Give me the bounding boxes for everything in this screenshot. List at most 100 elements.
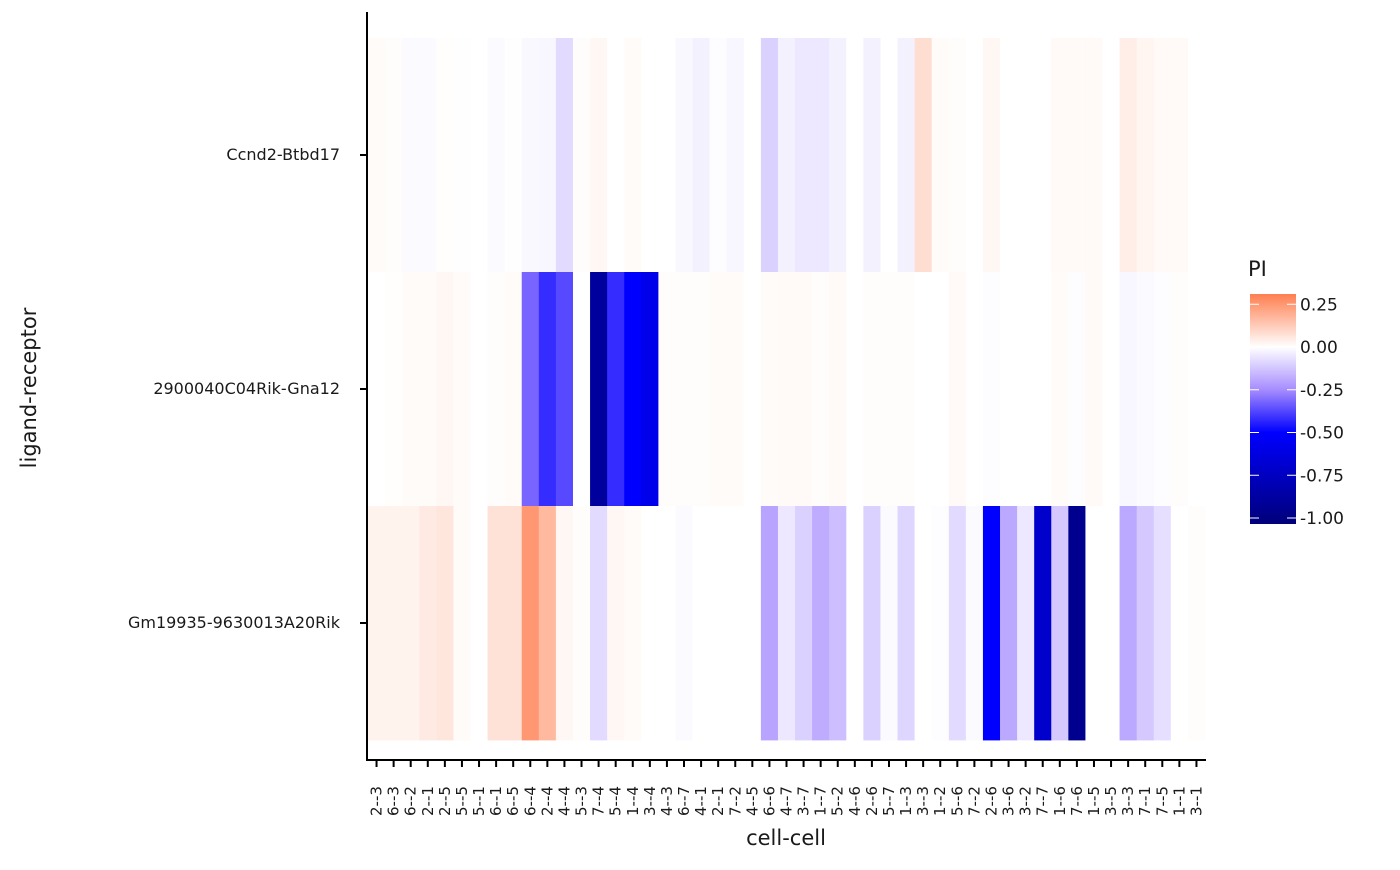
heatmap-cell bbox=[607, 38, 625, 273]
heatmap-cell bbox=[1136, 506, 1155, 741]
heatmap-cell bbox=[572, 506, 591, 741]
heatmap-cell bbox=[385, 38, 403, 273]
heatmap-cell bbox=[1119, 38, 1138, 273]
heatmap-cell bbox=[863, 272, 881, 507]
x-tick-label: 6--1 bbox=[487, 786, 505, 816]
x-tick-label: 1--7 bbox=[812, 786, 830, 816]
legend-tick-label: 0.00 bbox=[1300, 338, 1338, 358]
heatmap-cell bbox=[777, 272, 796, 507]
heatmap-cell bbox=[402, 272, 420, 507]
heatmap-cell bbox=[897, 506, 916, 741]
x-tick-label: 7--5 bbox=[1153, 786, 1171, 816]
y-tick-label: Gm19935-9630013A20Rik bbox=[128, 613, 341, 632]
heatmap-cell bbox=[538, 38, 557, 273]
heatmap-cell bbox=[880, 506, 898, 741]
heatmap-cell bbox=[1034, 272, 1052, 507]
heatmap-cell bbox=[1068, 38, 1086, 273]
x-tick-label: 3--3 bbox=[914, 786, 932, 816]
heatmap-cell bbox=[726, 38, 745, 273]
heatmap-cell bbox=[453, 506, 471, 741]
x-tick-label: 3--5 bbox=[1102, 786, 1120, 816]
x-tick-label: 7--7 bbox=[1034, 786, 1052, 816]
heatmap-cell bbox=[555, 272, 574, 507]
heatmap-cell bbox=[692, 38, 711, 273]
heatmap-cell bbox=[1119, 506, 1138, 741]
heatmap-cell bbox=[760, 506, 779, 741]
heatmap-cell bbox=[948, 506, 967, 741]
heatmap-cell bbox=[590, 272, 608, 507]
x-tick-label: 4--1 bbox=[692, 786, 710, 816]
heatmap-cell bbox=[1102, 506, 1120, 741]
heatmap-cell bbox=[914, 272, 933, 507]
heatmap-cell bbox=[1017, 38, 1035, 273]
x-tick-label: 5--7 bbox=[880, 786, 898, 816]
x-tick-label: 2--3 bbox=[368, 786, 386, 816]
x-tick-label: 6--7 bbox=[675, 786, 693, 816]
x-tick-label: 4--3 bbox=[658, 786, 676, 816]
heatmap-cell bbox=[1051, 38, 1069, 273]
legend-tick-label: -0.25 bbox=[1300, 381, 1344, 401]
heatmap-cell bbox=[1153, 38, 1172, 273]
heatmap-cell bbox=[760, 38, 779, 273]
heatmap-cell bbox=[1187, 38, 1206, 273]
heatmap-cell bbox=[590, 38, 608, 273]
heatmap-cell bbox=[931, 272, 950, 507]
legend-title: PI bbox=[1248, 257, 1267, 281]
heatmap-cell bbox=[1170, 506, 1189, 741]
heatmap-cell bbox=[1068, 506, 1086, 741]
heatmap-cell bbox=[1102, 38, 1120, 273]
heatmap-cell bbox=[897, 38, 916, 273]
heatmap-cell bbox=[795, 38, 813, 273]
y-axis-labels: Ccnd2-Btbd17 2900040C04Rik-Gna12 Gm19935-9… bbox=[128, 145, 367, 632]
heatmap-cell bbox=[504, 38, 523, 273]
heatmap-cell bbox=[880, 38, 898, 273]
heatmap-cell bbox=[402, 38, 420, 273]
legend-tick-label: 0.25 bbox=[1300, 295, 1338, 315]
heatmap-cell bbox=[624, 272, 642, 507]
heatmap-cell bbox=[709, 272, 728, 507]
heatmap-cell bbox=[743, 272, 762, 507]
heatmap-cell bbox=[931, 506, 950, 741]
x-tick-label: 2--6 bbox=[983, 786, 1001, 816]
legend-tick-label: -1.00 bbox=[1300, 509, 1344, 529]
heatmap-cell bbox=[1136, 272, 1155, 507]
x-tick-label: 5--5 bbox=[453, 786, 471, 816]
x-tick-label: 5--4 bbox=[607, 786, 625, 816]
x-axis-title: cell-cell bbox=[746, 826, 826, 850]
heatmap-cell bbox=[1051, 272, 1069, 507]
x-tick-label: 7--4 bbox=[590, 786, 608, 816]
heatmap-cell bbox=[931, 38, 950, 273]
x-tick-label: 7--2 bbox=[965, 786, 983, 816]
heatmap-cell bbox=[692, 272, 711, 507]
heatmap-cell bbox=[1034, 38, 1052, 273]
x-tick-label: 5--3 bbox=[573, 786, 591, 816]
heatmap-cell bbox=[1017, 272, 1035, 507]
x-tick-label: 5--2 bbox=[829, 786, 847, 816]
x-tick-label: 7--6 bbox=[1068, 786, 1086, 816]
heatmap-cell bbox=[982, 272, 1001, 507]
x-tick-label: 4--7 bbox=[778, 786, 796, 816]
heatmap-cell bbox=[521, 272, 540, 507]
heatmap-cell bbox=[1000, 506, 1018, 741]
heatmap-cell bbox=[1000, 272, 1018, 507]
heatmap-cell bbox=[658, 272, 676, 507]
heatmap-cell bbox=[470, 272, 488, 507]
x-tick-label: 2--1 bbox=[419, 786, 437, 816]
heatmap-cell bbox=[453, 38, 471, 273]
x-axis-labels: 2--3 6--3 6--2 2--1 2--5 5--5 5--1 6--1 6--5 6--4… bbox=[368, 760, 1206, 816]
y-tick-label: 2900040C04Rik-Gna12 bbox=[153, 379, 340, 398]
heatmap-cell bbox=[368, 38, 386, 273]
x-tick-label: 3--7 bbox=[795, 786, 813, 816]
x-tick-label: 6--4 bbox=[521, 786, 539, 816]
heatmap-cell bbox=[368, 506, 386, 741]
heatmap-cell bbox=[607, 272, 625, 507]
heatmap-cell bbox=[436, 38, 454, 273]
heatmap-cell bbox=[777, 506, 796, 741]
heatmap-cell bbox=[419, 506, 437, 741]
x-tick-label: 5--1 bbox=[470, 786, 488, 816]
heatmap-cell bbox=[624, 506, 642, 741]
heatmap-cell bbox=[743, 506, 762, 741]
x-tick-label: 4--4 bbox=[555, 786, 573, 816]
x-tick-label: 3--1 bbox=[1188, 786, 1206, 816]
